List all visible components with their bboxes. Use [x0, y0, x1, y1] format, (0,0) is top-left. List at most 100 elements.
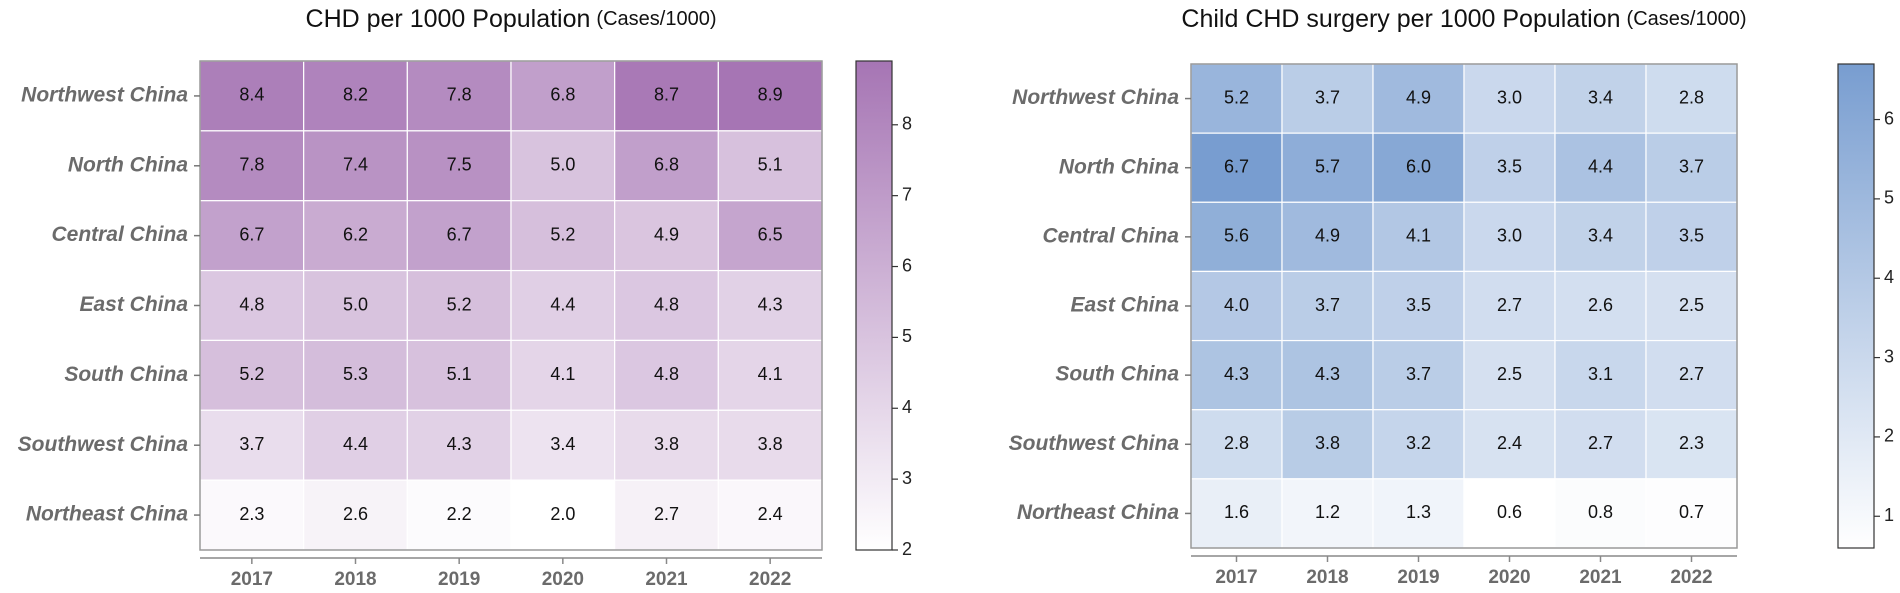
heatmap-cell [1372, 132, 1465, 203]
heatmap-cell [1372, 339, 1465, 411]
heatmap-cell [614, 339, 719, 411]
cell-label: 0.6 [1497, 502, 1522, 522]
row-label: Central China [51, 223, 188, 246]
heatmap-cell [1372, 409, 1465, 480]
cell-label: 4.0 [1224, 295, 1249, 315]
heatmap-cell [199, 60, 305, 132]
row-label: Central China [1042, 224, 1179, 247]
heatmap-cell [510, 269, 616, 342]
cell-label: 3.4 [550, 434, 575, 454]
heatmap-cell [406, 339, 512, 411]
cell-label: 5.0 [550, 155, 575, 175]
cell-label: 2.4 [758, 504, 783, 524]
heatmap-cell [510, 200, 616, 272]
cell-label: 2.4 [1497, 433, 1522, 453]
row-label: Southwest China [18, 433, 189, 456]
cell-label: 2.8 [1679, 87, 1704, 107]
col-label: 2021 [1579, 567, 1622, 588]
cell-label: 7.5 [447, 155, 472, 175]
cell-label: 3.2 [1406, 433, 1431, 453]
cell-label: 6.0 [1406, 156, 1431, 176]
heatmap-cell [510, 130, 616, 202]
heatmap-cell [614, 409, 719, 481]
cell-label: 3.4 [1588, 226, 1613, 246]
col-label: 2022 [1670, 567, 1712, 588]
cell-label: 6.7 [1224, 156, 1249, 176]
cell-label: 2.7 [1679, 364, 1704, 384]
heatmap-cell [614, 200, 719, 272]
cell-label: 4.4 [1588, 156, 1613, 176]
cell-label: 8.2 [343, 85, 368, 105]
cell-label: 4.8 [654, 364, 679, 384]
cell-label: 1.3 [1406, 502, 1431, 522]
cell-label: 3.1 [1588, 364, 1613, 384]
heatmap-cell [510, 60, 616, 132]
colorbar-label: 6 [902, 255, 912, 275]
cell-label: 3.7 [1315, 87, 1340, 107]
cell-label: 4.9 [1406, 87, 1431, 107]
row-label: East China [1070, 294, 1179, 317]
cell-label: 7.8 [447, 85, 472, 105]
cell-label: 7.4 [343, 155, 368, 175]
colorbar-label: 1 [1884, 505, 1894, 525]
heatmap-cell [1281, 201, 1374, 273]
cell-label: 5.2 [447, 294, 472, 314]
row-label: Northwest China [1012, 86, 1179, 109]
heatmap-cell [1463, 409, 1556, 480]
col-label: 2018 [1306, 567, 1348, 588]
cell-label: 0.7 [1679, 502, 1704, 522]
col-label: 2017 [231, 569, 273, 590]
heatmap-cell [199, 409, 305, 481]
colorbar-label: 4 [1884, 267, 1894, 287]
heatmap-cell [406, 269, 512, 342]
heatmap-cell [1190, 270, 1283, 342]
colorbar-label: 2 [1884, 426, 1894, 446]
cell-label: 5.2 [1224, 87, 1249, 107]
colorbar-label: 5 [1884, 188, 1894, 208]
heatmap-cell [614, 269, 719, 342]
heatmap-cell [1281, 339, 1374, 411]
heatmap-cell [303, 200, 408, 272]
title-unit: (Cases/1000) [596, 8, 716, 30]
heatmap-cell [1554, 339, 1647, 411]
col-label: 2017 [1215, 567, 1257, 588]
heatmap-cell [1463, 63, 1556, 134]
cell-label: 4.8 [654, 294, 679, 314]
cell-label: 4.3 [1315, 364, 1340, 384]
heatmap-cell [1190, 478, 1283, 549]
cell-label: 3.0 [1497, 226, 1522, 246]
cell-label: 5.7 [1315, 156, 1340, 176]
colorbar [855, 60, 893, 551]
title-text: CHD per 1000 Population [306, 5, 591, 33]
heatmap-cell [199, 339, 305, 411]
chart-title: Child CHD surgery per 1000 Population (Ca… [1181, 5, 1746, 33]
cell-label: 8.4 [239, 85, 264, 105]
heatmap-cell [1281, 132, 1374, 203]
row-label: Northeast China [26, 503, 189, 526]
cell-label: 3.7 [1315, 295, 1340, 315]
cell-label: 3.8 [654, 434, 679, 454]
cell-label: 2.5 [1497, 364, 1522, 384]
cell-label: 6.7 [239, 224, 264, 244]
cell-label: 5.2 [239, 364, 264, 384]
cell-label: 4.4 [550, 294, 575, 314]
row-label: South China [1055, 363, 1179, 386]
cell-label: 2.7 [654, 504, 679, 524]
cell-label: 1.6 [1224, 502, 1249, 522]
heatmap-cell [1190, 63, 1283, 134]
cell-label: 7.8 [239, 155, 264, 175]
cell-label: 4.3 [447, 434, 472, 454]
cell-label: 4.9 [1315, 226, 1340, 246]
cell-label: 5.0 [343, 294, 368, 314]
colorbar-label: 6 [1884, 108, 1894, 128]
cell-label: 3.7 [1679, 156, 1704, 176]
cell-label: 2.7 [1497, 295, 1522, 315]
cell-label: 3.4 [1588, 87, 1613, 107]
heatmap-cell [1554, 409, 1647, 480]
cell-label: 6.8 [550, 85, 575, 105]
cell-label: 4.1 [758, 364, 783, 384]
cell-label: 0.8 [1588, 502, 1613, 522]
cell-label: 2.3 [239, 504, 264, 524]
row-label: North China [68, 153, 188, 176]
cell-label: 6.8 [654, 155, 679, 175]
